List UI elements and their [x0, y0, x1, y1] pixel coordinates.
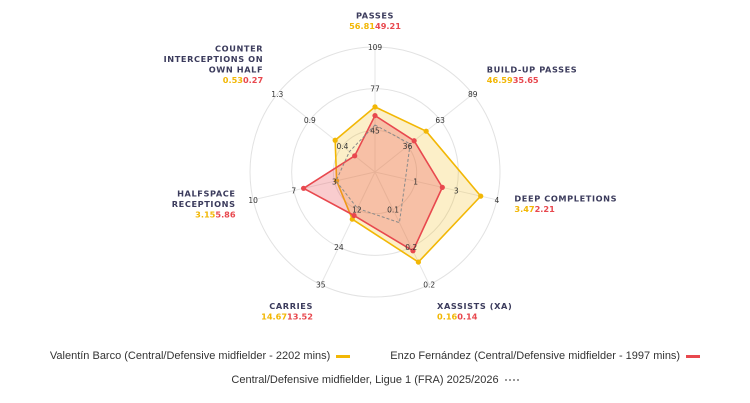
tick-label: 45 [370, 126, 380, 135]
value-barco: 0.16 [437, 311, 458, 321]
tick-label: 0.4 [336, 142, 348, 151]
value-fernandez: 49.21 [375, 21, 401, 31]
tick-label: 7 [291, 187, 296, 196]
legend-item-fernandez: Enzo Fernández (Central/Defensive midfie… [390, 350, 701, 362]
axis-title: RECEPTIONS [172, 199, 236, 209]
value-fernandez: 13.52 [287, 311, 313, 321]
axis-title: HALFSPACE [177, 188, 235, 198]
value-fernandez: 0.27 [243, 75, 264, 85]
tick-label: 0.2 [423, 281, 435, 290]
series-1-point-3 [478, 193, 484, 199]
tick-label: 109 [368, 43, 383, 52]
series-1-point-4 [415, 259, 421, 265]
series-area-1 [334, 106, 482, 263]
axis-title: INTERCEPTIONS ON [164, 54, 264, 64]
axis-value-label: 0.160.14 [437, 311, 478, 321]
axis-title: OWN HALF [209, 64, 264, 74]
axis-spoke-5 [320, 171, 376, 285]
value-barco: 14.67 [261, 311, 287, 321]
value-barco: 0.53 [223, 75, 244, 85]
series-area-2 [302, 114, 444, 252]
tick-label: 3 [332, 177, 337, 186]
axis-value-label: 0.530.27 [223, 75, 264, 85]
reference-area [335, 124, 411, 224]
tick-label: 0.9 [304, 116, 316, 125]
tick-label: 3 [454, 187, 459, 196]
tick-label: 77 [370, 85, 380, 94]
axis-title: XASSISTS (XA) [437, 301, 512, 311]
tick-label: 35 [316, 281, 326, 290]
series-2-point-6 [300, 185, 307, 191]
series-2-point-2 [411, 138, 417, 144]
axis-value-label: 14.6713.52 [261, 311, 313, 321]
axis-title: CARRIES [269, 301, 313, 311]
axis-value-label: 3.155.86 [195, 209, 236, 219]
series-2-point-7 [352, 153, 358, 159]
value-fernandez: 5.86 [215, 209, 236, 219]
axis-title: PASSES [356, 11, 394, 21]
legend-players: Valentín Barco (Central/Defensive midfie… [0, 350, 750, 362]
legend-item-barco: Valentín Barco (Central/Defensive midfie… [49, 350, 351, 362]
series-1-point-7 [332, 137, 338, 143]
value-fernandez: 2.21 [535, 204, 556, 214]
axis-spoke-6 [253, 171, 376, 201]
tick-label: 1 [413, 177, 418, 186]
tick-label: 0.2 [405, 243, 417, 252]
tick-label: 36 [403, 142, 413, 151]
value-barco: 46.59 [487, 75, 513, 85]
axis-value-label: 56.8149.21 [349, 21, 401, 31]
tick-label: 0.1 [387, 206, 399, 215]
legend-label-reference: Central/Defensive midfielder, Ligue 1 (F… [231, 374, 499, 386]
axis-title: BUILD-UP PASSES [487, 64, 577, 74]
tick-label: 4 [494, 196, 499, 205]
tick-label: 10 [248, 196, 258, 205]
series-2-point-5 [351, 212, 357, 219]
series-2-point-4 [410, 248, 416, 254]
series-2-point-1 [372, 112, 378, 119]
legend-item-reference: Central/Defensive midfielder, Ligue 1 (F… [231, 374, 519, 386]
value-barco: 3.15 [195, 209, 216, 219]
tick-label: 89 [468, 90, 478, 99]
legend-swatch-fernandez [686, 354, 701, 358]
legend-label-barco: Valentín Barco (Central/Defensive midfie… [49, 350, 331, 362]
radar-chart: 45 77 109 36 63 89 1 3 4 0.1 0.2 0.2 12 24 35 3 7 10 0.4 0.… [164, 11, 617, 322]
tick-label: 1.3 [271, 90, 283, 99]
series-1-point-2 [423, 128, 429, 134]
axis-title: COUNTER [215, 43, 263, 53]
axis-spoke-7 [276, 93, 376, 173]
tick-label: 63 [435, 116, 445, 125]
axis-spoke-2 [374, 93, 474, 173]
value-fernandez: 0.14 [457, 311, 478, 321]
axis-value-label: 46.5935.65 [487, 75, 539, 85]
value-fernandez: 35.65 [513, 75, 539, 85]
series-2-point-3 [439, 184, 445, 190]
value-barco: 3.47 [514, 204, 535, 214]
value-barco: 56.81 [349, 21, 375, 31]
legend-swatch-barco [336, 354, 351, 358]
legend-label-fernandez: Enzo Fernández (Central/Defensive midfie… [390, 350, 681, 362]
series-1-point-1 [372, 104, 378, 110]
tick-label: 24 [334, 243, 344, 252]
legend-swatch-reference [504, 379, 519, 381]
axis-spoke-4 [374, 171, 430, 285]
axis-value-label: 3.472.21 [514, 204, 555, 214]
tick-label: 12 [352, 206, 362, 215]
axis-spoke-3 [374, 171, 497, 201]
legend-reference: Central/Defensive midfielder, Ligue 1 (F… [0, 374, 750, 386]
series-1-point-6 [334, 178, 340, 184]
axis-title: DEEP COMPLETIONS [514, 194, 617, 204]
